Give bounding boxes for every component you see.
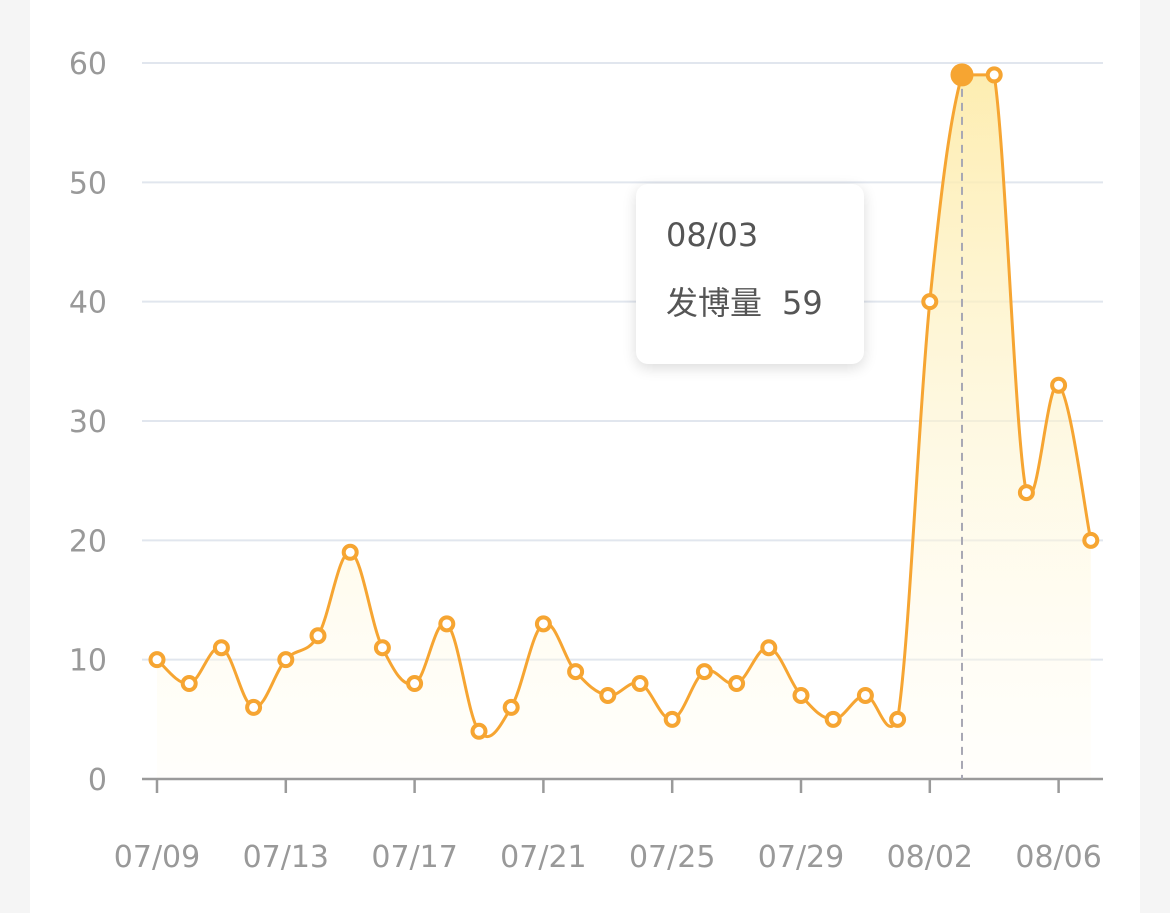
tooltip-date: 08/03 (666, 216, 759, 254)
data-point[interactable] (631, 675, 649, 693)
data-point[interactable] (212, 639, 230, 657)
x-tick-label: 08/06 (1015, 840, 1101, 875)
tooltip-row: 发博量 59 (666, 286, 864, 320)
data-point[interactable] (1050, 376, 1068, 394)
y-tick-label: 40 (69, 286, 107, 321)
x-tick-label: 07/17 (371, 840, 457, 875)
area-fill (157, 74, 1091, 779)
data-point[interactable] (309, 627, 327, 645)
data-point[interactable] (277, 651, 295, 669)
data-point[interactable] (148, 651, 166, 669)
data-point[interactable] (245, 698, 263, 716)
data-point[interactable] (663, 710, 681, 728)
data-point[interactable] (180, 675, 198, 693)
x-tick-label: 07/09 (114, 840, 200, 875)
data-point[interactable] (599, 686, 617, 704)
data-point[interactable] (470, 722, 488, 740)
tooltip-value: 59 (782, 284, 823, 322)
data-point[interactable] (950, 63, 974, 87)
data-point[interactable] (760, 639, 778, 657)
tooltip-series-label: 发博量 (666, 284, 763, 322)
area-fill-path (157, 74, 1091, 779)
data-point[interactable] (341, 543, 359, 561)
data-point[interactable] (567, 663, 585, 681)
data-point[interactable] (373, 639, 391, 657)
y-tick-label: 0 (88, 763, 107, 798)
data-point[interactable] (534, 615, 552, 633)
y-tick-label: 20 (69, 524, 107, 559)
data-point[interactable] (921, 293, 939, 311)
x-tick-label: 08/02 (887, 840, 973, 875)
x-tick-label: 07/13 (243, 840, 329, 875)
data-point[interactable] (792, 686, 810, 704)
y-tick-label: 50 (69, 166, 107, 201)
data-point[interactable] (856, 686, 874, 704)
x-axis-labels: 07/09 07/13 07/17 07/21 07/25 07/29 08/02 08/06 (114, 840, 1102, 875)
data-point[interactable] (1017, 484, 1035, 502)
data-point[interactable] (728, 675, 746, 693)
data-point[interactable] (438, 615, 456, 633)
y-tick-label: 10 (69, 644, 107, 679)
data-point[interactable] (824, 710, 842, 728)
data-point[interactable] (695, 663, 713, 681)
y-tick-label: 30 (69, 405, 107, 440)
x-tick-label: 07/29 (758, 840, 844, 875)
data-points[interactable] (148, 63, 1100, 740)
data-point[interactable] (889, 710, 907, 728)
data-point[interactable] (502, 698, 520, 716)
x-tick-label: 07/21 (500, 840, 586, 875)
y-tick-label: 60 (69, 47, 107, 82)
data-point[interactable] (1082, 531, 1100, 549)
x-tick-label: 07/25 (629, 840, 715, 875)
tooltip: 08/03 发博量 59 (636, 184, 864, 364)
data-point[interactable] (985, 66, 1003, 84)
y-axis-labels: 0 10 20 30 40 50 60 (69, 47, 107, 798)
data-point[interactable] (406, 675, 424, 693)
x-axis (142, 777, 1103, 793)
